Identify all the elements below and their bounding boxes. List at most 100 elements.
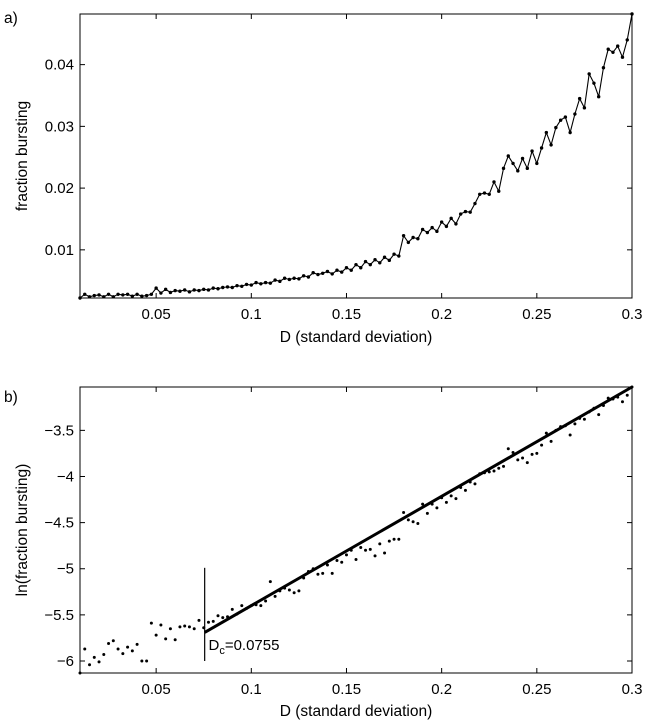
panel-b-data-point (625, 393, 629, 397)
panel-a-data-point (135, 292, 139, 296)
panel-b-data-point (544, 431, 548, 435)
panel-a-data-point (230, 285, 234, 290)
panel-b-data-point (387, 539, 391, 543)
annotation-value: =0.0755 (225, 637, 280, 654)
panel-a-data-point (458, 212, 463, 216)
panel-a-data-point (520, 156, 525, 161)
panel-b-data-point (530, 452, 534, 456)
panel-a-data-point (444, 224, 449, 229)
panel-b-data-point (549, 439, 553, 443)
panel-a-data-point (144, 293, 149, 298)
panel-a-data-point (97, 293, 101, 297)
panel-b-data-point (516, 458, 520, 462)
panel-a-data-point (83, 292, 87, 296)
panel-a-data-point (130, 294, 135, 298)
panel-a-x-ticks: 0.05 0.1 0.15 0.2 0.25 0.3 (142, 14, 642, 323)
panel-b-y-tick-label: −4.5 (44, 515, 74, 532)
panel-b-data-point (425, 511, 429, 515)
panel-a-data-point (420, 227, 425, 232)
panel-b-data-point (173, 638, 177, 642)
panel-a-data-point (311, 270, 315, 275)
panel-b-data-point (330, 571, 334, 575)
panel-a-marks (78, 12, 634, 300)
panel-a-data-point (577, 96, 582, 101)
panel-a-data-point (454, 222, 458, 226)
panel-a-data-point (330, 272, 334, 276)
panel-a-data-point (558, 118, 563, 122)
panel-b-data-point (364, 548, 368, 552)
panel-a-data-point (182, 288, 187, 292)
panel-a-data-point (282, 276, 287, 280)
panel-b-x-ticks: 0.05 0.1 0.15 0.2 0.25 0.3 (142, 387, 642, 698)
panel-a-data-point (340, 270, 344, 274)
panel-b-data-point (221, 616, 225, 620)
panel-b-data-point (421, 502, 425, 506)
panel-b-data-point (297, 589, 301, 593)
panel-b-y-tick-label: −6 (57, 653, 74, 670)
panel-a-y-axis-label: fraction bursting (14, 101, 31, 211)
panel-b: b) Dc=0.0755 0.05 0.1 0.15 0.2 0.25 0.3 −6 −5.… (4, 385, 642, 720)
panel-a-data-point (320, 271, 325, 275)
panel-b-data-point (373, 554, 377, 558)
panel-b-data-point (259, 604, 263, 608)
panel-b-data-point (88, 663, 92, 667)
panel-b-data-point (140, 659, 144, 663)
panel-b-data-point (435, 506, 439, 510)
panel-b-y-tick-label: −5.5 (44, 607, 74, 624)
panel-b-data-point (187, 625, 191, 629)
panel-a-data-point (149, 292, 154, 296)
panel-a: a) 0.05 0.1 0.15 0.2 0.25 0.3 0.010.020.030.0… (4, 10, 642, 346)
panel-a-data-point (563, 115, 568, 119)
panel-a-data-point (240, 284, 244, 288)
panel-b-data-point (92, 655, 96, 659)
panel-a-data-point (268, 281, 273, 285)
panel-b-y-tick-label: −4 (57, 468, 74, 485)
panel-a-data-point (611, 50, 615, 54)
panel-a-data-point (349, 268, 353, 272)
panel-b-data-point (449, 494, 453, 498)
panel-a-data-point (473, 201, 477, 206)
panel-a-data-point (406, 240, 411, 245)
panel-a-data-point (325, 269, 330, 274)
panel-a-data-point (259, 282, 263, 286)
panel-a-data-point (416, 237, 420, 241)
panel-a-data-point (316, 272, 320, 277)
panel-b-data-point (492, 469, 496, 473)
panel-b-data-point (168, 627, 172, 631)
panel-a-x-tick-label: 0.1 (241, 306, 262, 323)
panel-a-data-point (530, 149, 534, 153)
panel-a-data-point (292, 276, 296, 280)
panel-b-data-point (321, 571, 325, 575)
panel-b-data-point (240, 604, 244, 608)
panel-a-data-point (468, 210, 472, 214)
panel-a-data-point (535, 161, 539, 166)
panel-a-data-point (625, 38, 629, 42)
panel-b-x-tick-label: 0.25 (522, 681, 551, 698)
panel-b-data-point (497, 466, 501, 470)
panel-a-data-point (430, 225, 434, 230)
panel-b-data-point (582, 417, 586, 421)
panel-a-y-tick-label: 0.01 (45, 242, 74, 259)
panel-b-data-point (183, 624, 187, 628)
panel-a-data-point (506, 154, 510, 158)
panel-b-data-point (359, 546, 363, 550)
panel-b-data-point (107, 641, 111, 645)
panel-b-data-point (216, 614, 220, 618)
panel-a-data-point (397, 254, 401, 258)
panel-a-data-point (297, 277, 301, 281)
panel-a-data-point (354, 262, 358, 267)
panel-a-x-axis-label: D (standard deviation) (280, 329, 433, 346)
panel-b-data-point (145, 659, 149, 663)
panel-b-data-point (335, 558, 339, 562)
panel-a-data-point (387, 258, 392, 263)
panel-b-data-point (406, 518, 410, 522)
panel-a-data-point (573, 112, 577, 116)
panel-b-data-point (97, 660, 101, 664)
panel-b-data-point (135, 642, 139, 646)
panel-b-y-tick-label: −3.5 (44, 422, 74, 439)
panel-a-data-point (187, 290, 192, 294)
panel-a-data-point (449, 216, 453, 221)
panel-a-x-tick-label: 0.05 (142, 306, 171, 323)
panel-a-data-point (378, 261, 382, 265)
